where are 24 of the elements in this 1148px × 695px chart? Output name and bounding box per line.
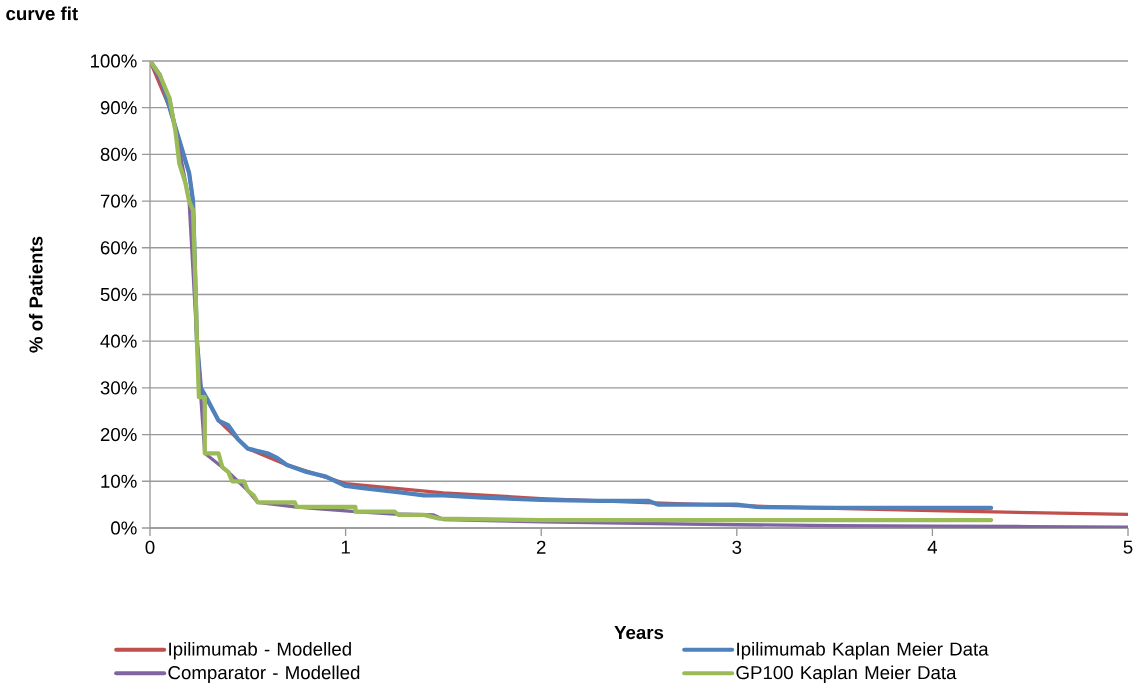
x-tick-label: 5: [1123, 540, 1133, 554]
y-tick-label: 0%: [111, 521, 137, 535]
y-tick-label: 60%: [100, 241, 137, 255]
x-tick-label: 4: [927, 540, 938, 554]
legend-label: Comparator - Modelled: [168, 665, 360, 683]
y-tick-label: 90%: [100, 101, 137, 115]
y-tick-label: 30%: [100, 381, 137, 395]
y-tick-label: 70%: [100, 194, 137, 208]
legend-label: Ipilimumab Kaplan Meier Data: [737, 641, 989, 660]
x-tick-label: 3: [732, 540, 742, 554]
x-axis-title: Years: [614, 626, 664, 640]
y-tick-label: 40%: [100, 334, 137, 348]
legend-label: GP100 Kaplan Meier Data: [736, 665, 957, 683]
chart-title: curve fit: [6, 6, 78, 21]
x-tick-label: 2: [536, 540, 546, 554]
x-tick-label: 0: [145, 540, 155, 554]
y-tick-label: 100%: [90, 54, 137, 68]
legend-label: Ipilimumab - Modelled: [169, 641, 351, 660]
x-tick-label: 1: [341, 540, 350, 554]
y-axis-title: % of Patients: [28, 236, 43, 353]
y-tick-label: 50%: [100, 287, 137, 302]
y-tick-label: 20%: [100, 427, 137, 442]
y-tick-label: 10%: [101, 474, 137, 488]
y-tick-label: 80%: [100, 147, 137, 161]
